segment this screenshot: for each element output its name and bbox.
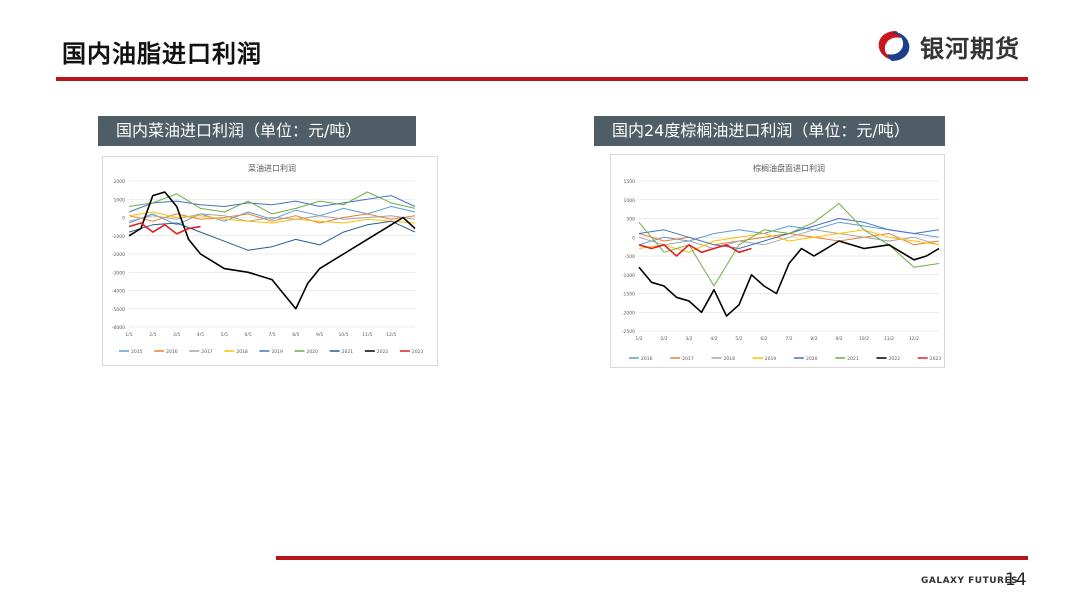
palm-profit-chart: 棕榈油盘面进口利润 1500 1000 500 0 -500 -1000 -1500 -2000… bbox=[622, 163, 942, 362]
legend-label: 2020 bbox=[307, 349, 319, 355]
y-tick-label: -1000 bbox=[622, 273, 635, 279]
x-tick-label: 4/5 bbox=[197, 332, 204, 338]
rapeseed-panel-header: 国内菜油进口利润（单位：元/吨） bbox=[98, 116, 416, 146]
x-tick-label: 2/5 bbox=[149, 332, 156, 338]
series-line-2018 bbox=[128, 211, 416, 224]
series-line-2023 bbox=[638, 244, 752, 257]
y-tick-label: -4000 bbox=[112, 289, 125, 295]
palm-panel-header: 国内24度棕榈油进口利润（单位：元/吨） bbox=[594, 116, 945, 146]
x-tick-label: 5/5 bbox=[221, 332, 228, 338]
chart-title: 菜油进口利润 bbox=[248, 163, 296, 173]
x-tick-label: 10/2 bbox=[859, 336, 869, 342]
palm-chart: 棕榈油盘面进口利润 1500 1000 500 0 -500 -1000 -1500 -2000… bbox=[610, 154, 945, 368]
series-line-2016 bbox=[128, 213, 416, 224]
x-tick-label: 5/2 bbox=[735, 336, 742, 342]
legend-label: 2023 bbox=[930, 356, 942, 362]
y-tick-label: -2000 bbox=[622, 310, 635, 316]
legend-label: 2022 bbox=[377, 349, 389, 355]
series-line-2018 bbox=[638, 229, 940, 249]
y-tick-label: -2000 bbox=[112, 252, 125, 258]
series-line-2021 bbox=[128, 220, 416, 251]
x-tick-label: 6/2 bbox=[760, 336, 767, 342]
x-tick-label: 10/5 bbox=[338, 332, 348, 338]
legend-label: 2017 bbox=[201, 349, 213, 355]
x-tick-label: 12/5 bbox=[386, 332, 396, 338]
legend-label: 2019 bbox=[765, 356, 777, 362]
legend-label: 2021 bbox=[342, 349, 354, 355]
legend-label: 2019 bbox=[271, 349, 283, 355]
y-tick-label: -6000 bbox=[112, 325, 125, 331]
y-tick-label: 500 bbox=[626, 217, 635, 223]
series-line-2017 bbox=[638, 233, 940, 246]
footer-brand: GALAXY FUTURES bbox=[921, 576, 1019, 586]
y-tick-label: 1000 bbox=[624, 198, 636, 204]
y-tick-label: 2000 bbox=[114, 179, 126, 185]
x-tick-label: 7/2 bbox=[785, 336, 792, 342]
series-line-2020 bbox=[128, 191, 416, 215]
series-line-2023 bbox=[128, 222, 201, 235]
y-tick-label: -500 bbox=[625, 254, 635, 260]
x-tick-label: 9/5 bbox=[316, 332, 323, 338]
y-tick-label: -5000 bbox=[112, 307, 125, 313]
y-tick-label: 1000 bbox=[114, 197, 126, 203]
x-tick-label: 4/2 bbox=[710, 336, 717, 342]
series-line-2019 bbox=[128, 195, 416, 213]
legend-label: 2020 bbox=[806, 356, 818, 362]
x-tick-label: 3/5 bbox=[173, 332, 180, 338]
header-divider bbox=[56, 77, 1028, 81]
footer-divider bbox=[276, 556, 1028, 560]
legend-label: 2016 bbox=[166, 349, 178, 355]
legend-label: 2023 bbox=[412, 349, 424, 355]
x-tick-label: 12/2 bbox=[909, 336, 919, 342]
legend-label: 2018 bbox=[236, 349, 248, 355]
x-tick-label: 8/2 bbox=[810, 336, 817, 342]
series-line-2022 bbox=[638, 240, 940, 317]
x-tick-label: 11/5 bbox=[362, 332, 372, 338]
y-tick-label: -1000 bbox=[112, 234, 125, 240]
x-tick-label: 6/5 bbox=[245, 332, 252, 338]
x-tick-label: 2/2 bbox=[660, 336, 667, 342]
legend-label: 2017 bbox=[682, 356, 694, 362]
y-tick-label: 0 bbox=[122, 216, 125, 222]
legend-label: 2016 bbox=[641, 356, 653, 362]
x-tick-label: 8/5 bbox=[292, 332, 299, 338]
legend-label: 2022 bbox=[889, 356, 901, 362]
galaxy-logo-icon bbox=[878, 31, 910, 61]
y-tick-label: -1500 bbox=[622, 292, 635, 298]
rapeseed-chart: 菜油进口利润 2000 1000 0 -1000 -2000 -3000 -4000 -5000… bbox=[102, 156, 438, 366]
y-tick-label: -2500 bbox=[622, 329, 635, 335]
series-line-2019 bbox=[638, 229, 940, 253]
x-tick-label: 1/5 bbox=[125, 332, 132, 338]
x-tick-label: 11/2 bbox=[884, 336, 894, 342]
chart-title: 棕榈油盘面进口利润 bbox=[753, 163, 825, 173]
brand-name: 银河期货 bbox=[920, 34, 1020, 63]
series-line-2022 bbox=[128, 191, 416, 310]
rapeseed-profit-chart: 菜油进口利润 2000 1000 0 -1000 -2000 -3000 -4000 -5000… bbox=[112, 163, 424, 355]
y-tick-label: 1500 bbox=[624, 179, 636, 185]
x-tick-label: 9/2 bbox=[835, 336, 842, 342]
legend-label: 2021 bbox=[847, 356, 859, 362]
x-tick-label: 7/5 bbox=[268, 332, 275, 338]
y-tick-label: -3000 bbox=[112, 270, 125, 276]
slide-title: 国内油脂进口利润 bbox=[62, 40, 262, 68]
x-tick-label: 3/2 bbox=[685, 336, 692, 342]
legend-label: 2015 bbox=[131, 349, 143, 355]
series-line-2017 bbox=[128, 213, 416, 222]
brand-logo: 银河期货 bbox=[874, 28, 1020, 64]
series-line-2021 bbox=[638, 203, 940, 287]
legend-label: 2018 bbox=[724, 356, 736, 362]
x-tick-label: 1/2 bbox=[635, 336, 642, 342]
page-number: 14 bbox=[1005, 570, 1027, 590]
y-tick-label: 0 bbox=[632, 235, 635, 241]
